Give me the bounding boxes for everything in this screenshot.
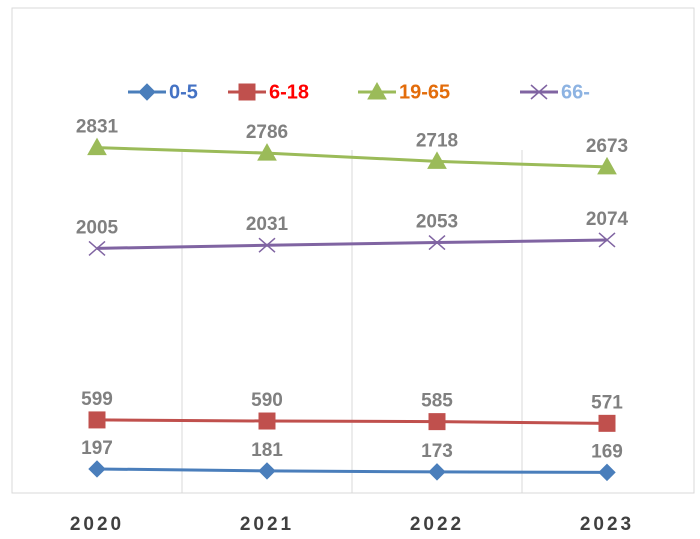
marker bbox=[428, 234, 446, 251]
marker bbox=[598, 414, 616, 432]
data-label: 2673 bbox=[586, 136, 628, 157]
marker bbox=[88, 240, 106, 256]
marker bbox=[598, 463, 616, 482]
marker bbox=[238, 83, 256, 101]
marker bbox=[257, 143, 277, 161]
data-label: 181 bbox=[251, 440, 283, 461]
marker bbox=[367, 81, 387, 100]
marker bbox=[258, 412, 276, 430]
series-line bbox=[96, 467, 608, 474]
legend-label: 0-5 bbox=[169, 81, 198, 103]
marker bbox=[87, 137, 107, 156]
x-tick-label: 2021 bbox=[240, 514, 294, 535]
data-label: 585 bbox=[421, 391, 453, 412]
data-label: 2786 bbox=[246, 122, 288, 143]
plot-frame bbox=[11, 7, 695, 494]
data-label: 599 bbox=[81, 389, 113, 410]
x-tick-label: 2022 bbox=[410, 514, 464, 535]
data-label: 2718 bbox=[416, 130, 458, 151]
marker bbox=[258, 462, 276, 480]
marker bbox=[598, 232, 616, 248]
marker bbox=[258, 237, 276, 253]
marker bbox=[530, 84, 548, 100]
series-line bbox=[96, 238, 608, 250]
data-label: 2053 bbox=[416, 212, 458, 233]
marker bbox=[428, 413, 446, 431]
marker bbox=[88, 460, 106, 478]
data-label: 169 bbox=[591, 441, 623, 462]
marker bbox=[138, 83, 156, 101]
data-label: 590 bbox=[251, 390, 283, 411]
marker bbox=[88, 411, 106, 429]
data-label: 2831 bbox=[76, 117, 119, 138]
data-label: 173 bbox=[421, 441, 453, 462]
data-label: 2031 bbox=[246, 214, 289, 235]
data-label: 2074 bbox=[586, 209, 629, 230]
marker bbox=[427, 151, 447, 169]
legend-label: 6-18 bbox=[269, 81, 309, 103]
marker bbox=[428, 463, 446, 481]
marker bbox=[597, 156, 617, 175]
data-label: 2005 bbox=[76, 217, 119, 238]
x-tick-label: 2020 bbox=[70, 514, 124, 535]
x-tick-label: 2023 bbox=[580, 514, 634, 535]
legend-label: 66- bbox=[561, 81, 590, 103]
legend-label: 19-65 bbox=[399, 81, 450, 103]
data-label: 571 bbox=[591, 392, 623, 413]
data-label: 197 bbox=[81, 438, 113, 459]
series-line bbox=[96, 418, 608, 425]
series-line bbox=[96, 146, 608, 169]
